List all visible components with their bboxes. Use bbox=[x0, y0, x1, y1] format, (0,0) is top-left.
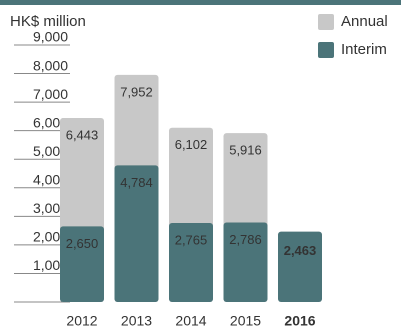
value-label: 7,952 bbox=[120, 84, 153, 99]
bar bbox=[169, 223, 213, 302]
y-tick-label: 4,000 bbox=[33, 171, 68, 187]
y-tick-label: 5,000 bbox=[33, 143, 68, 159]
x-tick-label: 2016 bbox=[284, 313, 315, 329]
top-band bbox=[0, 0, 401, 5]
y-tick-label: 8,000 bbox=[33, 57, 68, 73]
legend-swatch bbox=[318, 42, 334, 58]
legend-label: Interim bbox=[341, 41, 387, 58]
y-tick-label: 7,000 bbox=[33, 86, 68, 102]
value-label: 2,765 bbox=[175, 232, 208, 247]
value-label: 2,463 bbox=[284, 243, 317, 258]
y-tick-label: 3,000 bbox=[33, 200, 68, 216]
x-tick-label: 2013 bbox=[121, 313, 152, 329]
y-tick-label: 6,000 bbox=[33, 114, 68, 130]
value-label: 4,784 bbox=[120, 175, 153, 190]
bar bbox=[223, 222, 268, 302]
bar bbox=[278, 231, 322, 302]
value-label: 6,443 bbox=[66, 127, 99, 142]
value-label: 2,650 bbox=[66, 236, 99, 251]
bar bbox=[60, 226, 104, 302]
x-tick-label: 2015 bbox=[230, 313, 261, 329]
y-tick-label: 2,000 bbox=[33, 229, 68, 245]
x-tick-label: 2012 bbox=[66, 313, 97, 329]
bar bbox=[114, 165, 159, 302]
value-label: 2,786 bbox=[229, 232, 262, 247]
value-label: 6,102 bbox=[175, 137, 208, 152]
x-tick-label: 2014 bbox=[175, 313, 206, 329]
y-tick-label: 1,000 bbox=[33, 257, 68, 273]
chart-title: HK$ million bbox=[10, 13, 86, 30]
value-label: 5,916 bbox=[229, 143, 262, 158]
legend-label: Annual bbox=[341, 13, 388, 30]
y-tick-label: 9,000 bbox=[33, 29, 68, 45]
legend-swatch bbox=[318, 14, 334, 30]
